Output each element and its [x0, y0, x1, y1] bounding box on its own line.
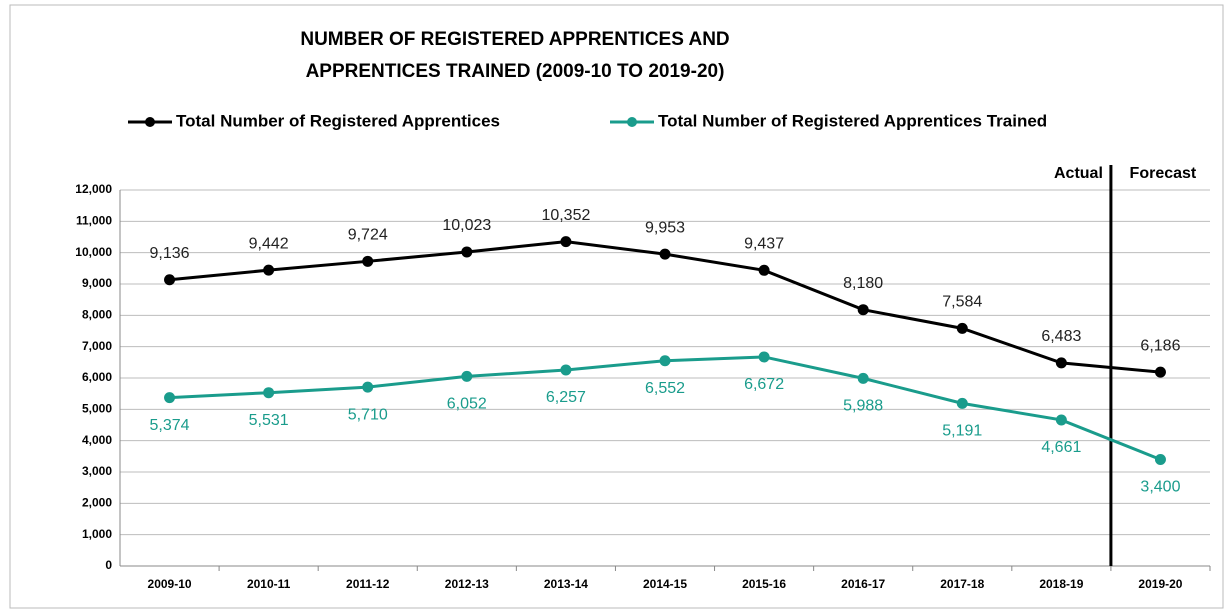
- legend-label: Total Number of Registered Apprentices: [176, 111, 500, 130]
- point: [1055, 414, 1067, 426]
- value-label: 9,953: [645, 219, 685, 236]
- value-label: 5,374: [150, 417, 190, 434]
- chart-subtitle: APPRENTICES TRAINED (2009-10 TO 2019-20): [306, 61, 725, 82]
- value-label: 9,136: [150, 245, 190, 262]
- value-label: 4,661: [1041, 439, 1081, 456]
- value-label: 7,584: [942, 294, 982, 311]
- y-tick-label: 0: [105, 558, 112, 572]
- x-tick-label: 2011-12: [346, 577, 390, 591]
- point: [758, 264, 770, 276]
- point: [659, 355, 671, 367]
- legend-marker: [627, 117, 637, 127]
- point: [1154, 366, 1166, 378]
- y-tick-label: 1,000: [82, 527, 112, 541]
- y-tick-label: 12,000: [75, 182, 112, 196]
- point: [362, 381, 374, 393]
- y-tick-label: 6,000: [82, 370, 112, 384]
- point: [560, 364, 572, 376]
- x-tick-label: 2010-11: [247, 577, 291, 591]
- value-label: 5,988: [843, 398, 883, 415]
- value-label: 6,257: [546, 389, 586, 406]
- x-tick-label: 2015-16: [742, 577, 786, 591]
- point: [1055, 357, 1067, 369]
- y-tick-label: 10,000: [75, 245, 112, 259]
- annotation: Actual: [1054, 165, 1103, 182]
- value-label: 5,191: [942, 423, 982, 440]
- x-tick-label: 2017-18: [940, 577, 984, 591]
- chart-frame: [9, 4, 1224, 609]
- y-tick-label: 7,000: [82, 339, 112, 353]
- value-label: 5,710: [348, 406, 388, 423]
- y-tick-label: 8,000: [82, 308, 112, 322]
- point: [758, 351, 770, 363]
- point: [263, 387, 275, 399]
- value-label: 9,437: [744, 236, 784, 253]
- value-label: 6,552: [645, 380, 685, 397]
- value-label: 3,400: [1140, 479, 1180, 496]
- y-tick-label: 11,000: [76, 214, 112, 228]
- point: [956, 322, 968, 334]
- value-label: 9,724: [348, 227, 388, 244]
- value-label: 6,186: [1140, 337, 1180, 354]
- point: [164, 274, 176, 286]
- y-tick-label: 2,000: [82, 496, 112, 510]
- value-label: 6,672: [744, 376, 784, 393]
- value-label: 10,023: [442, 217, 491, 234]
- x-tick-label: 2019-20: [1138, 577, 1182, 591]
- point: [857, 304, 869, 316]
- x-tick-label: 2014-15: [643, 577, 687, 591]
- y-tick-label: 5,000: [82, 402, 112, 416]
- point: [362, 255, 374, 267]
- y-tick-label: 4,000: [82, 433, 112, 447]
- x-tick-label: 2009-10: [148, 577, 192, 591]
- point: [1154, 453, 1166, 465]
- x-tick-label: 2013-14: [544, 577, 588, 591]
- value-label: 6,483: [1041, 328, 1081, 345]
- point: [461, 370, 473, 382]
- point: [164, 392, 176, 404]
- point: [461, 246, 473, 258]
- y-tick-label: 9,000: [82, 276, 112, 290]
- legend-label: Total Number of Registered Apprentices T…: [658, 111, 1047, 130]
- value-label: 6,052: [447, 396, 487, 413]
- value-label: 9,442: [249, 235, 289, 252]
- point: [659, 248, 671, 260]
- x-tick-label: 2012-13: [445, 577, 489, 591]
- x-tick-label: 2018-19: [1039, 577, 1083, 591]
- chart-title: NUMBER OF REGISTERED APPRENTICES AND: [300, 29, 729, 50]
- value-label: 10,352: [541, 207, 590, 224]
- point: [263, 264, 275, 276]
- y-tick-label: 3,000: [82, 464, 112, 478]
- annotation: Forecast: [1130, 165, 1197, 182]
- value-label: 8,180: [843, 275, 883, 292]
- legend-marker: [145, 117, 155, 127]
- point: [560, 236, 572, 248]
- value-label: 5,531: [249, 412, 289, 429]
- point: [956, 397, 968, 409]
- point: [857, 372, 869, 384]
- x-tick-label: 2016-17: [841, 577, 885, 591]
